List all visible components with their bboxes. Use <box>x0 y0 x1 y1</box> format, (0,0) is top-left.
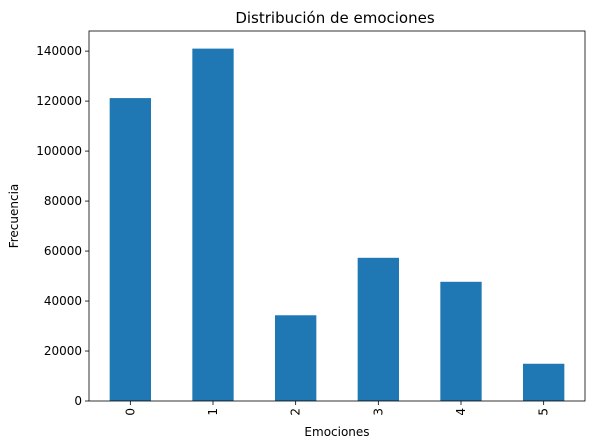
plot-frame <box>88 30 586 402</box>
y-axis-title: Frecuencia <box>7 184 21 249</box>
y-tick-label: 0 <box>74 394 82 408</box>
y-tick-label: 100000 <box>36 144 82 158</box>
y-tick-label: 140000 <box>36 44 82 58</box>
x-tick-label: 1 <box>206 408 220 416</box>
bar-1 <box>192 48 234 402</box>
x-tick-label: 4 <box>454 408 468 416</box>
y-tick-label: 20000 <box>44 344 82 358</box>
y-tick-label: 80000 <box>44 194 82 208</box>
x-axis-title: Emociones <box>304 425 369 439</box>
bar-5 <box>523 363 565 401</box>
bars-group <box>109 48 565 402</box>
y-tick-label: 120000 <box>36 94 82 108</box>
y-axis: 0 20000 40000 60000 80000 100000 120000 140000 <box>36 44 89 408</box>
bar-3 <box>357 257 399 401</box>
bar-2 <box>275 315 317 401</box>
x-tick-label: 0 <box>123 408 137 416</box>
y-tick-label: 60000 <box>44 244 82 258</box>
x-axis: 0 1 2 3 4 5 <box>123 401 551 416</box>
chart-title: Distribución de emociones <box>235 9 435 27</box>
x-tick-label: 3 <box>371 408 385 416</box>
y-tick-label: 40000 <box>44 294 82 308</box>
bar-0 <box>109 98 151 401</box>
x-tick-label: 2 <box>289 408 303 416</box>
bar-4 <box>440 281 482 401</box>
x-tick-label: 5 <box>537 408 551 416</box>
